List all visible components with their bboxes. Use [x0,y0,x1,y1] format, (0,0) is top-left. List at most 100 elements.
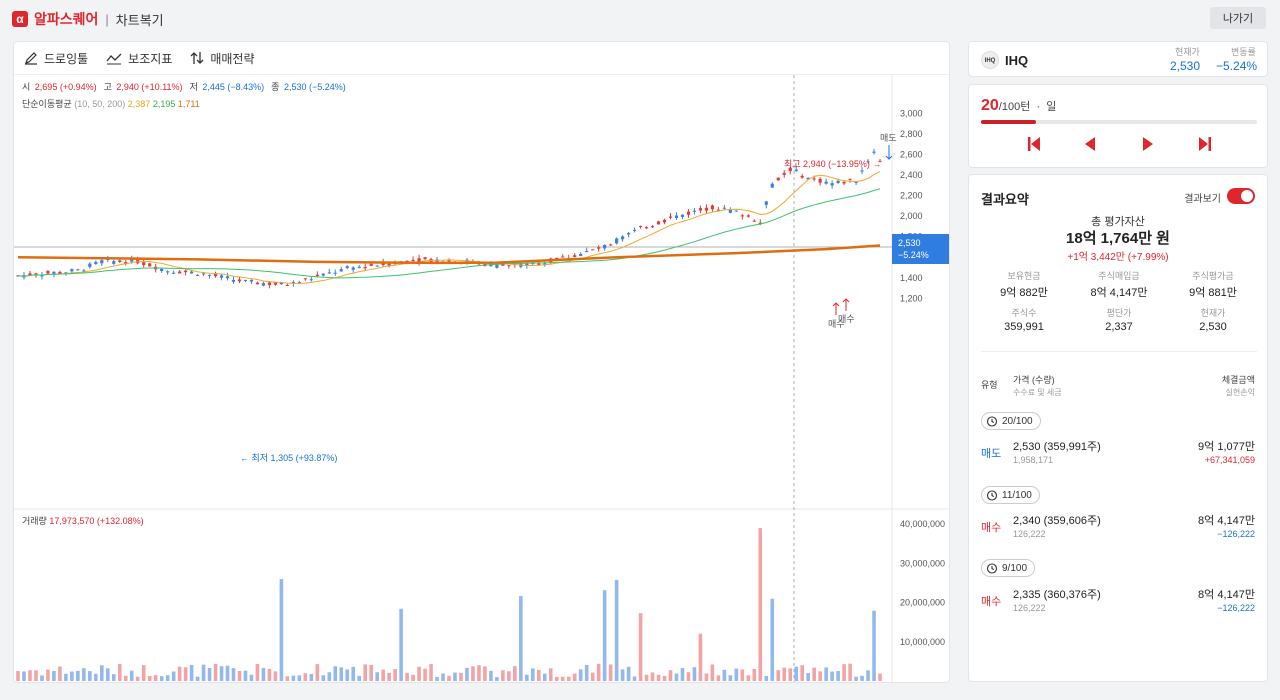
volume-bar [375,672,379,681]
timer-icon [986,490,998,501]
candle-body [818,178,822,183]
candle-body [854,181,858,183]
turn-unit: 일 [1046,101,1057,113]
volume-bar [333,666,338,681]
trade-turn: 11/100 [1002,489,1032,501]
price-axis-label: 3,000 [900,109,923,119]
candle-body [734,210,738,212]
volume-bar [788,668,793,681]
volume-bar [88,671,92,681]
next-turn-icon[interactable] [1138,134,1158,154]
candle-body [58,271,62,274]
drawing-tool-button[interactable]: 드로잉툴 [24,50,88,67]
candle-body [142,262,146,266]
ma-label: 단순이동평균 [22,99,72,109]
volume-bar [255,663,260,681]
strategy-label: 매매전략 [210,51,255,66]
candle-body [112,261,116,264]
candle-body [644,227,649,229]
candle-body [64,272,68,274]
candle-body [842,181,846,184]
volume-bar [459,672,463,681]
trade-turn-pill[interactable]: 9/100 [981,559,1036,577]
volume-bar [752,668,757,681]
candle-body [800,175,804,178]
top-bar: α 알파스퀘어 | 차트복기 나가기 [0,0,1280,36]
ma50-value: 2,195 [152,99,176,109]
skip-to-end-icon[interactable] [1195,134,1215,154]
previous-turn-icon[interactable] [1080,134,1100,154]
candle-body [698,208,703,211]
volume-bar [722,669,727,681]
candle-body [237,279,242,282]
volume-bar [28,670,32,681]
trade-pnl: −126,222 [1217,529,1255,539]
volume-bar [668,670,673,681]
strategy-button[interactable]: 매매전략 [190,50,255,67]
volume-bar [123,675,128,681]
volume-label: 거래량 [22,516,47,526]
stat-current-price: 현재가 2,530 [1163,306,1263,333]
app-logo[interactable]: α 알파스퀘어 | 차트복기 [12,9,164,29]
pencil-icon [25,52,37,65]
candle-body [423,257,427,259]
candle-body [88,263,92,267]
candle-body [357,266,361,268]
low-annotation: ← 최저 1,305 (+93.87%) [240,453,337,463]
volume-bar [842,664,846,681]
volume-bar [614,579,619,681]
close-value: 2,530 (−5.24%) [283,82,346,92]
exit-button[interactable]: 나가기 [1210,7,1266,29]
volume-bar [387,672,391,681]
candle-body [603,244,607,249]
trade-turn-pill[interactable]: 11/100 [981,486,1040,504]
stock-name: IHQ [1005,53,1029,68]
volume-bar [94,673,98,681]
trade-turn-pill[interactable]: 20/100 [981,412,1041,430]
price-axis-label: 2,000 [900,211,923,221]
total-assets-change: +1억 3,442만 (+7.99%) [1067,252,1169,263]
volume-bar [584,664,589,681]
indicator-button[interactable]: 보조지표 [106,50,172,67]
volume-bar [249,674,254,681]
candle-body [285,284,289,286]
trade-type: 매도 [981,448,1002,460]
candle-body [543,263,547,265]
volume-bar [632,676,637,681]
volume-bar [740,669,745,681]
sell-marker: 매도 [880,133,897,143]
total-assets-value: 18억 1,764만 원 [1066,230,1170,247]
volume-bar [824,667,828,681]
trade-amount: 8억 4,147만 [1198,589,1255,601]
candle-body [28,273,32,276]
price-chart[interactable]: 3,0002,8002,6002,4002,2002,0001,8001,600… [14,75,949,682]
candle-body [190,271,194,274]
stat-value: 8억 4,147만 [1090,287,1148,299]
result-toggle[interactable] [1227,188,1255,204]
volume-bar [525,674,529,681]
volume-bar [381,669,385,681]
volume-bar [548,668,553,681]
volume-bar [758,528,763,681]
volume-bar [465,667,469,681]
volume-bar [76,670,80,681]
candle-body [782,172,786,175]
change-label: 변동률 [1231,47,1256,57]
turn-card: 20/100턴 · 일 [968,84,1268,168]
candle-body [327,272,331,274]
candle-body [758,222,762,224]
candle-body [345,266,349,269]
volume-bar [650,672,655,681]
volume-bar [279,579,284,681]
skip-to-start-icon[interactable] [1024,134,1044,154]
volume-bar [818,671,822,681]
candle-body [333,272,337,274]
candle-body [866,161,870,163]
col-price: 가격 (수량) [1013,375,1055,385]
col-price-sub: 수수료 및 세금 [1013,388,1062,397]
candle-body [231,279,236,282]
volume-bar [734,668,739,681]
line-chart-icon [106,53,122,65]
volume-bar [566,676,571,681]
trade-turn: 9/100 [1002,562,1028,574]
